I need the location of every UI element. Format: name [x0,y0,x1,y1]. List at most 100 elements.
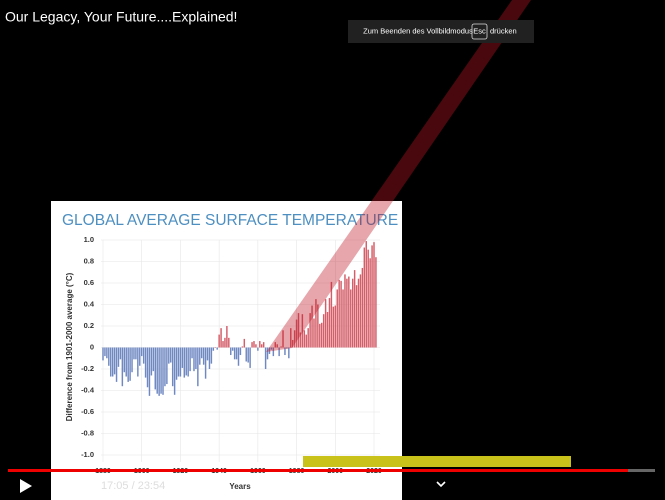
bar [233,347,236,360]
bar [111,347,114,377]
bar [183,347,186,378]
chart-title: GLOBAL AVERAGE SURFACE TEMPERATURE [62,212,398,229]
bar [247,347,249,363]
bar [268,347,271,354]
bar [193,347,195,372]
bar [241,346,244,348]
bar [295,319,298,348]
time-display: 17:05 / 23:54 [101,480,165,492]
y-tick-label: 0.6 [84,278,94,287]
bar [123,347,126,373]
y-tick-label: 0.4 [84,299,95,308]
bar [140,347,143,357]
bar [177,347,180,377]
bar [108,347,110,366]
bar [185,347,187,376]
bar [135,347,137,360]
bar [351,278,354,348]
bar [231,347,234,351]
bar [129,347,131,381]
bar [214,347,216,348]
bar [266,347,269,360]
bar [278,347,280,357]
bar [375,257,377,348]
bar [317,304,319,348]
bar [288,347,290,359]
bar [290,328,292,348]
bar [113,347,116,375]
bar [170,347,172,363]
y-tick-label: -0.4 [81,385,95,394]
bar [148,347,151,396]
bar [245,347,247,362]
bar [181,347,184,368]
progress-played[interactable] [8,469,628,472]
bar [131,347,133,373]
bar [220,328,222,348]
bar [154,347,156,390]
bar [270,347,273,350]
bar [272,347,275,357]
bar [104,347,106,357]
bar [142,347,145,364]
bar [222,341,224,348]
bar [301,314,304,348]
bar [361,267,364,348]
bar [342,289,344,348]
volume-button[interactable] [78,479,85,493]
y-tick-label: 1.0 [84,235,94,244]
y-axis-title: Difference from 1901-2000 average (°C) [65,272,74,421]
bar [305,334,307,348]
bar [110,347,112,377]
next-button-bar [61,480,63,492]
next-button[interactable] [52,480,60,492]
bar [365,241,367,348]
bar [257,347,259,351]
bar [230,347,232,356]
bar [297,313,300,348]
bar [367,249,369,348]
bar [282,330,284,348]
fullscreen-notice [348,20,534,43]
bar [280,346,282,348]
bar [261,344,263,348]
bar [313,318,315,348]
bar [179,347,182,377]
bar [218,334,220,348]
bar [338,279,340,348]
bar [328,298,331,348]
notice-text: drücken [490,26,517,35]
bar [125,347,127,377]
bar [264,347,267,369]
bar [350,289,352,348]
y-tick-label: -0.2 [81,364,94,373]
bar [158,347,160,396]
bar [200,347,203,359]
bar [251,342,253,348]
bar [164,347,166,387]
bar [146,347,149,388]
expand-button[interactable] [436,481,446,488]
bar [259,341,261,348]
bar [175,347,178,380]
bar [307,328,309,348]
bar [373,242,375,348]
bar [235,347,238,360]
y-tick-label: -1.0 [81,450,94,459]
caption-box [303,456,571,467]
play-button[interactable] [20,479,32,493]
bar [249,347,251,368]
bar [119,347,122,360]
bar [332,306,335,348]
bar [121,347,124,387]
bar [208,347,211,369]
bar [253,341,255,348]
bar [334,305,337,348]
laser-pointer [266,0,531,352]
bar [324,299,327,348]
bar [224,337,226,348]
bar [202,347,205,365]
bar [311,305,313,348]
bar [369,258,371,348]
